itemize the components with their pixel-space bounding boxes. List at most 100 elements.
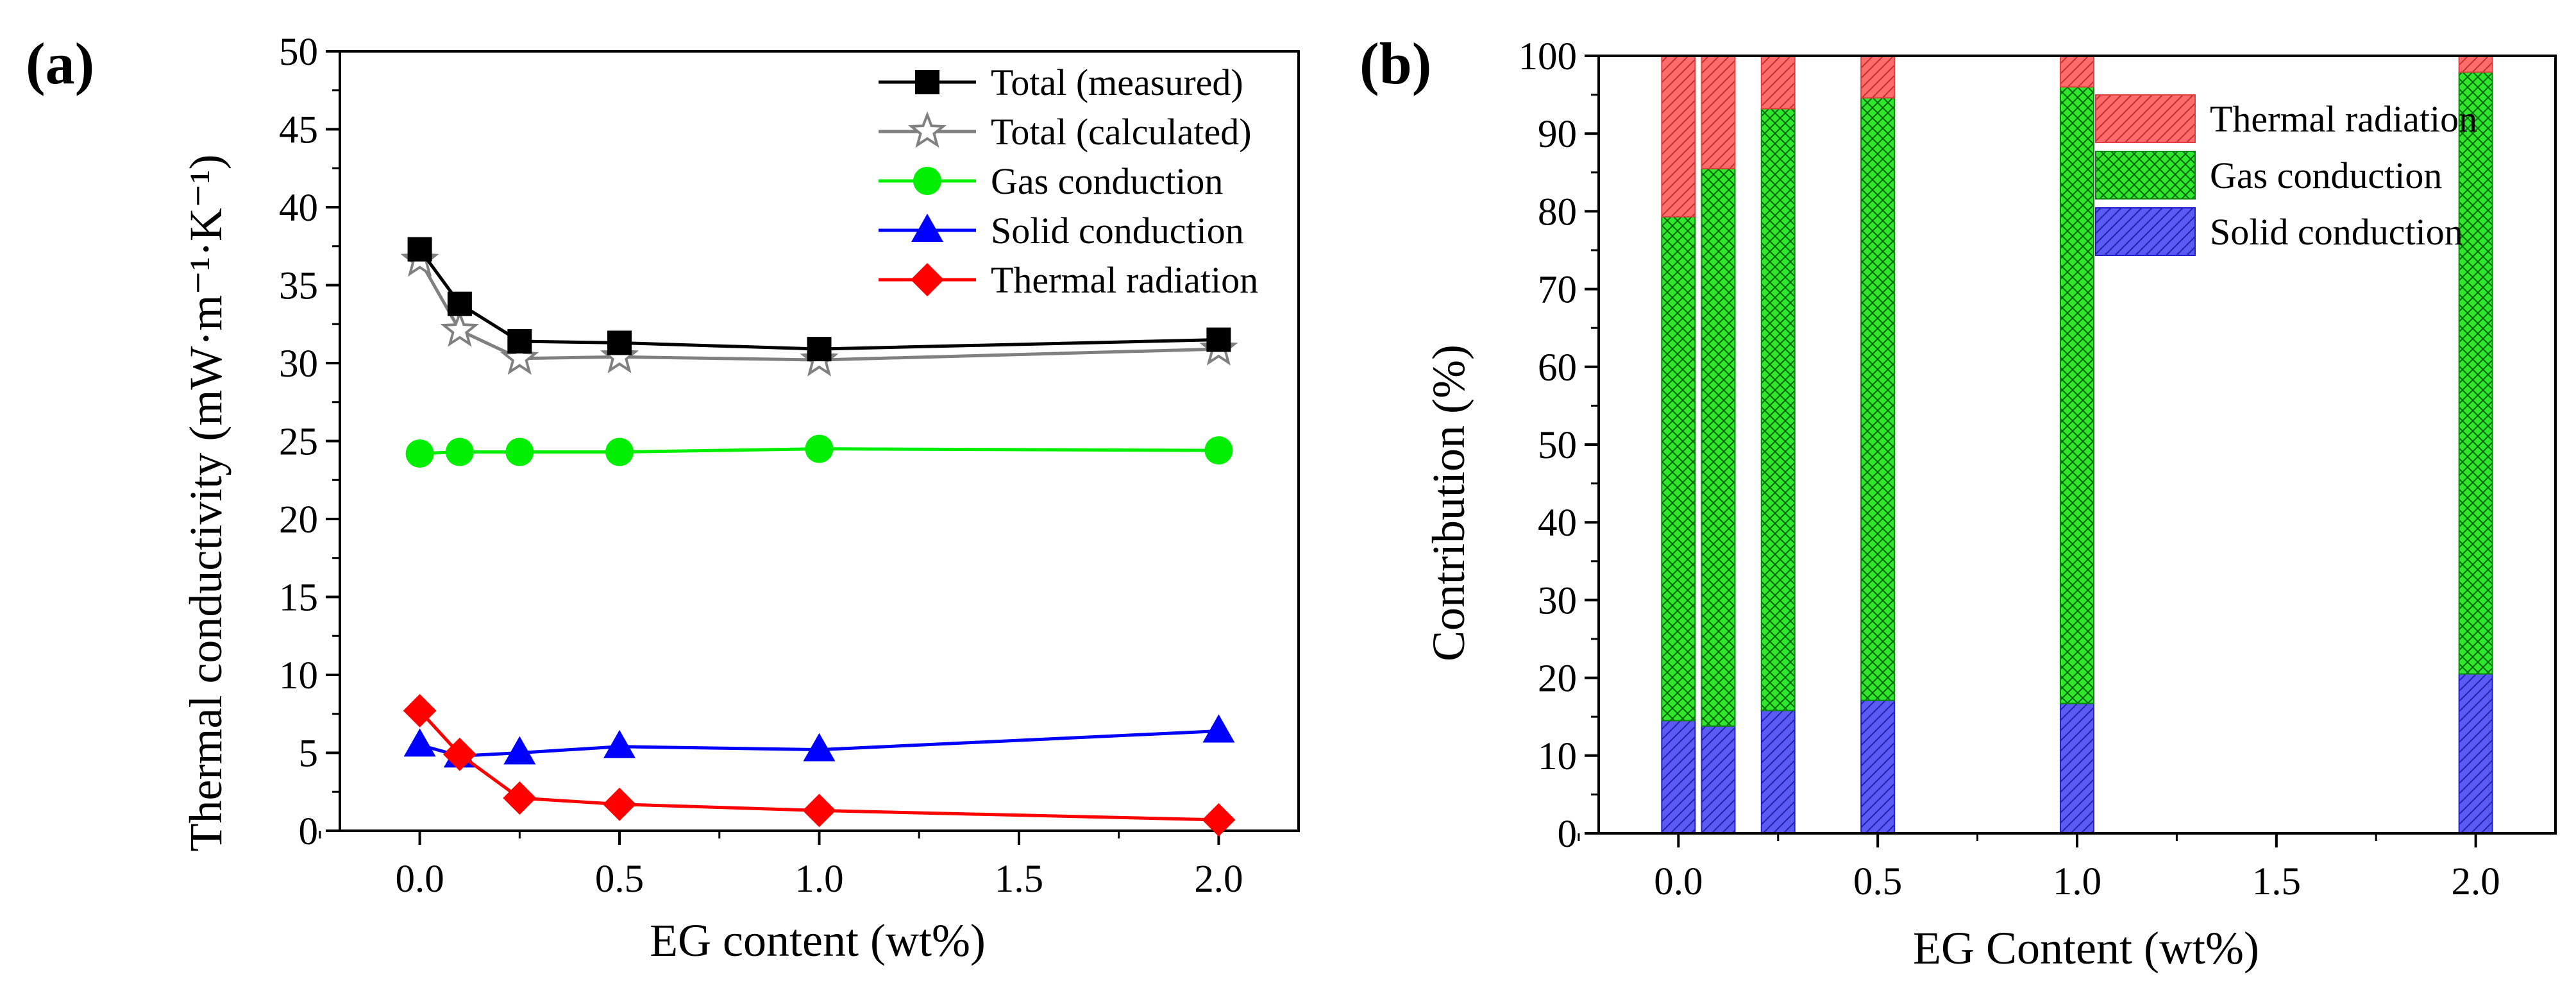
panel-b-y-tick-label: 80 [1538, 191, 1577, 234]
stacked-bar [1661, 55, 1696, 835]
panel-a-x-tick-label: 1.0 [795, 858, 843, 901]
panel-b-x-tick-label: 0.0 [1654, 860, 1703, 903]
total-calculated-line [418, 259, 1219, 362]
panel-b-legend: Thermal radiation Gas conduction Solid con… [2095, 94, 2477, 256]
solid-conduction-point [503, 736, 536, 765]
panel-a-x-axis-title: EG content (wt%) [650, 915, 986, 966]
bar-segment-gas-conduction [1860, 97, 1896, 701]
bar-segment-solid-conduction [2458, 673, 2493, 835]
panel-a-y-tick-label: 35 [279, 265, 318, 308]
bar-segment-solid-conduction [1661, 720, 1696, 835]
panel-b-x-tick-label: 1.0 [2053, 860, 2101, 903]
panel-b-y-tick-label: 100 [1519, 35, 1578, 78]
panel-b-bars [1661, 55, 2493, 835]
total-calculated-point [440, 310, 479, 347]
panel-a-y-tick-label: 0 [299, 810, 319, 853]
panel-b-label: (b) [1360, 31, 1431, 96]
legend-item-gas-conduction: Gas conduction [2095, 151, 2442, 200]
solid-conduction-point [403, 728, 436, 757]
legend-label: Solid conduction [2210, 211, 2463, 253]
panel-a-x-tick-label: 1.5 [995, 858, 1043, 901]
series-thermal-radiation [403, 693, 1236, 837]
bar-segment-thermal-radiation [1701, 55, 1736, 169]
stacked-bar [1701, 55, 1736, 835]
legend-label: Gas conduction [991, 160, 1223, 202]
legend-item-solid-conduction: Solid conduction [879, 210, 1244, 251]
panel-a-x-tick-label: 0.0 [395, 858, 444, 901]
legend-label: Gas conduction [2210, 155, 2442, 196]
bar-segment-gas-conduction [2458, 71, 2493, 675]
legend-point [911, 214, 943, 242]
legend-label: Thermal radiation [2210, 98, 2477, 140]
legend-item-total-calculated: Total (calculated) [879, 111, 1252, 153]
bar-segment-solid-conduction [1760, 710, 1796, 835]
legend-item-thermal-radiation: Thermal radiation [2095, 94, 2477, 143]
legend-label: Thermal radiation [991, 259, 1258, 301]
legend-swatch [2095, 151, 2196, 200]
legend-item-gas-conduction: Gas conduction [879, 160, 1223, 202]
bar-segment-gas-conduction [1661, 216, 1696, 722]
panel-b-x-tick-label: 0.5 [1853, 860, 1902, 903]
legend-swatch [2095, 207, 2196, 256]
gas-conduction-point [605, 438, 634, 466]
bar-segment-thermal-radiation [2060, 55, 2094, 88]
gas-conduction-point [445, 438, 474, 466]
gas-conduction-point [805, 434, 834, 463]
solid-conduction-point [603, 729, 636, 758]
panel-a-y-tick-label: 30 [279, 343, 318, 386]
panel-b: (b) 0 10 20 30 40 50 60 70 80 90 100 0.0 0.5 1.0 1.5 2… [1360, 31, 2557, 974]
legend-item-solid-conduction: Solid conduction [2095, 207, 2463, 256]
total-measured-point [1206, 327, 1231, 352]
panel-a-y-tick-label: 5 [299, 733, 319, 776]
legend-swatch [2095, 94, 2196, 143]
panel-a-y-tick-label: 40 [279, 187, 318, 230]
panel-b-y-tick-label: 0 [1558, 813, 1578, 856]
legend-label: Total (calculated) [991, 111, 1252, 153]
legend-point [915, 70, 939, 94]
panel-a-y-tick-label: 50 [279, 31, 318, 74]
panel-b-y-tick-label: 20 [1538, 658, 1577, 701]
panel-b-y-tick-label: 10 [1538, 735, 1577, 778]
panel-b-y-tick-label: 30 [1538, 579, 1577, 622]
panel-a-legend: Total (measured) Total (calculated) Gas co… [879, 62, 1258, 301]
legend-point [907, 111, 947, 148]
stacked-bar [1860, 55, 1896, 835]
panel-a-y-ticks: 0 5 10 15 20 25 30 35 40 45 50 [279, 31, 340, 853]
thermal-radiation-point [503, 781, 537, 815]
bar-segment-gas-conduction [2060, 86, 2094, 704]
panel-a-y-tick-label: 10 [279, 654, 318, 697]
bar-segment-thermal-radiation [2458, 55, 2493, 73]
panel-a-y-tick-label: 25 [279, 421, 318, 464]
panel-a: (a) 0 5 10 15 20 25 30 35 40 45 50 0.0 0.5 1.0 1.5 2.0… [26, 31, 1300, 966]
bar-segment-thermal-radiation [1760, 55, 1796, 110]
panel-b-y-tick-label: 70 [1538, 269, 1577, 312]
panel-a-x-ticks: 0.0 0.5 1.0 1.5 2.0 [319, 831, 1243, 901]
bar-segment-solid-conduction [2060, 702, 2094, 834]
panel-b-y-tick-label: 50 [1538, 424, 1577, 467]
legend-item-thermal-radiation: Thermal radiation [879, 259, 1258, 301]
thermal-radiation-point [802, 794, 836, 828]
panel-a-y-tick-label: 20 [279, 498, 318, 541]
thermal-radiation-point [403, 693, 437, 727]
gas-conduction-point [1204, 436, 1233, 465]
gas-conduction-point [405, 439, 434, 468]
panel-b-y-tick-label: 60 [1538, 346, 1577, 389]
panel-a-y-axis-title: Thermal conductivity (mW·m⁻¹·K⁻¹) [180, 155, 232, 852]
legend-label: Total (measured) [991, 62, 1243, 103]
bar-segment-thermal-radiation [1860, 55, 1896, 99]
total-measured-point [407, 237, 432, 262]
panel-a-series [400, 237, 1238, 837]
panel-b-x-tick-label: 1.5 [2252, 860, 2301, 903]
panel-a-y-tick-label: 45 [279, 109, 318, 152]
panel-b-y-axis-title: Contribution (%) [1423, 344, 1474, 661]
total-measured-point [507, 328, 532, 353]
legend-label: Solid conduction [991, 210, 1244, 251]
panel-a-x-tick-label: 0.5 [595, 858, 644, 901]
panel-b-x-axis-title: EG Content (wt%) [1913, 923, 2259, 974]
thermal-radiation-point [1202, 803, 1236, 837]
stacked-bar [2458, 55, 2493, 835]
legend-point [911, 263, 944, 296]
series-gas-conduction [405, 434, 1233, 468]
series-total-measured [407, 237, 1231, 362]
